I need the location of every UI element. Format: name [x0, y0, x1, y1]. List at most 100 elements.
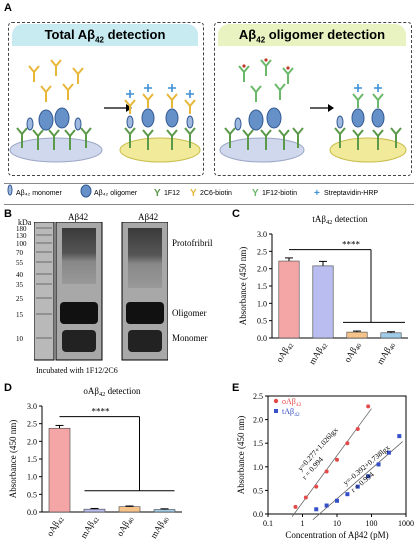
- chart-c-ytick-label: 0.5: [257, 317, 267, 326]
- antibody-1f12-icon: Y: [154, 188, 161, 199]
- chart-e-ytick-label: 0.5: [253, 486, 263, 495]
- chart-e-series-1-point: [355, 484, 360, 489]
- chart-e-series-1-point: [345, 492, 350, 497]
- chart-d-ytick-label: 2.0: [27, 437, 37, 446]
- total-detection-header: Total Aβ42 detection: [12, 24, 198, 46]
- chart-e-series-0-legend-marker: [273, 398, 279, 404]
- chart-e-series-0-point: [335, 457, 339, 462]
- chart-c-bar: [312, 265, 334, 339]
- blot-caption: Incubated with 1F12/2C6: [36, 366, 118, 375]
- chart-c-ytick-label: 0.0: [257, 334, 267, 343]
- streptavidin-icon: +: [314, 188, 320, 199]
- chart-e-series-0-point: [303, 495, 308, 500]
- legend-1f12: 1F12: [164, 190, 180, 197]
- marker-15: 15: [16, 311, 23, 319]
- chart-d-bar: [153, 509, 176, 513]
- chart-d-sig-stars: ****: [92, 407, 111, 417]
- chart-e-series-0-point: [366, 404, 371, 409]
- chart-c-bar: [346, 331, 368, 339]
- chart-c-ytick-label: 2.5: [257, 247, 267, 256]
- oligo-detection-box: [214, 22, 412, 176]
- chart-e-series-1-point: [335, 498, 339, 503]
- legend-monomer: Aβ₄₂ monomer: [16, 190, 62, 197]
- chart-d-bar: [48, 427, 71, 513]
- total-title-tail: detection: [104, 27, 166, 42]
- western-blot: [34, 222, 168, 361]
- chart-e-series-1-point: [376, 462, 381, 467]
- chart-c-ylabel: Absorbance (450 nm): [238, 247, 248, 325]
- legend-2c6: 2C6-biotin: [200, 190, 232, 197]
- chart-e-series-0-legend-label: oAβ42: [282, 397, 302, 408]
- chart-d-ylabel: Absorbance (450 nm): [8, 420, 18, 498]
- chart-d-ytick-label: 2.5: [27, 420, 37, 429]
- marker-25: 25: [16, 295, 23, 303]
- lane-label-2: Aβ42: [138, 212, 159, 222]
- chart-e-series-1-point: [324, 503, 329, 508]
- panel-letter-e: E: [232, 382, 240, 394]
- chart-e-series-1-point: [366, 474, 371, 479]
- chart-e-series-0-point: [314, 484, 319, 489]
- chart-c-ytick-label: 2.0: [257, 265, 267, 274]
- marker-70: 70: [16, 249, 23, 257]
- chart-c-bar: [278, 260, 300, 339]
- chart-c-sig-stars: ****: [342, 240, 361, 250]
- panel-letter-d: D: [4, 382, 12, 394]
- chart-e-xtick-label: 0.1: [263, 519, 273, 528]
- chart-e-ytick-label: 1.0: [253, 463, 263, 472]
- oligo-title-sub: 42: [256, 35, 266, 45]
- chart-d-category-label: oAβ40: [115, 514, 136, 539]
- antibody-2c6-icon: Y: [190, 188, 197, 199]
- chart-d-title: oAβ42 detection: [83, 386, 141, 398]
- oligomer-icon: [80, 184, 92, 207]
- chart-tab42-detection: tAβ42 detection 0.0 0.5 1.0 1.5 2.0 2.5 3.0 Abso…: [238, 214, 408, 367]
- ladder-lane: [34, 222, 55, 361]
- chart-e-series-0-point: [293, 504, 298, 509]
- legend-streptavidin: Streptavidin-HRP: [324, 190, 379, 197]
- chart-d-category-label: oAβ42: [45, 514, 66, 539]
- marker-180: 180: [16, 225, 27, 233]
- chart-e-series-1-legend-label: tAβ42: [282, 407, 300, 418]
- chart-e-xlabel: Concentration of Aβ42 (pM): [285, 530, 388, 540]
- chart-d-ytick-label: 0.5: [27, 490, 37, 499]
- chart-e-xtick-label: 1: [301, 519, 305, 528]
- total-title-main: Total Aβ: [44, 27, 96, 42]
- chart-c-title: tAβ42 detection: [312, 214, 368, 226]
- panel-letter-c: C: [232, 208, 240, 220]
- marker-55: 55: [16, 259, 23, 267]
- marker-40: 40: [16, 271, 23, 279]
- marker-10: 10: [16, 335, 23, 343]
- antibody-1f12-biotin-icon: Y: [252, 188, 259, 199]
- chart-c-bar: [380, 332, 402, 339]
- chart-e-series-1-point: [314, 507, 319, 512]
- legend-oligomer: Aβ₄₂ oligomer: [94, 190, 138, 197]
- chart-c-ytick-label: 3.0: [257, 230, 267, 239]
- oligo-title-main: Aβ: [238, 27, 257, 42]
- chart-c-ytick-label: 1.5: [257, 282, 267, 291]
- chart-e-xtick-label: 1000: [398, 519, 414, 528]
- panel-letter-a: A: [4, 2, 12, 14]
- band-label-protofibril: Protofribril: [172, 238, 213, 248]
- chart-e-ytick-label: 1.5: [253, 439, 263, 448]
- chart-e-series-0-point: [355, 427, 360, 432]
- chart-e-series-1-legend-marker: [274, 409, 278, 413]
- chart-e-ylabel: Absorbance (450 nm): [236, 416, 246, 494]
- chart-oab42-detection: oAβ42 detection 0.0 0.5 1.0 1.5 2.0 2.5 3.0 Abso…: [8, 386, 182, 541]
- chart-e-series-1-point: [397, 434, 402, 439]
- chart-d-category-label: mAβ40: [148, 514, 171, 541]
- assay-schematic: [9, 58, 407, 163]
- chart-e-series-1-point: [386, 450, 391, 455]
- chart-d-ytick-label: 0.0: [27, 508, 37, 517]
- chart-calibration-curve: 0.0 0.5 1.0 1.5 2.0 2.5 0.1 1 10 100 1000 Absorbanc…: [236, 392, 414, 540]
- chart-c-category-label: mAβ42: [307, 340, 330, 367]
- chart-e-ytick-label: 2.5: [253, 392, 263, 401]
- monomer-icon: [6, 184, 14, 205]
- total-title-sub: 42: [95, 35, 105, 45]
- chart-c-ytick-label: 1.0: [257, 299, 267, 308]
- chart-e-ytick-label: 2.0: [253, 416, 263, 425]
- chart-d-ytick-label: 1.0: [27, 473, 37, 482]
- kda-label: kDa: [18, 218, 32, 227]
- marker-100: 100: [16, 240, 27, 248]
- schematic-legend: Aβ₄₂ monomer Aβ₄₂ oligomer Y 1F12 Y 2C6-…: [4, 183, 414, 205]
- band-label-oligomer: Oligomer: [172, 308, 207, 318]
- chart-c-category-label: mAβ40: [375, 340, 398, 367]
